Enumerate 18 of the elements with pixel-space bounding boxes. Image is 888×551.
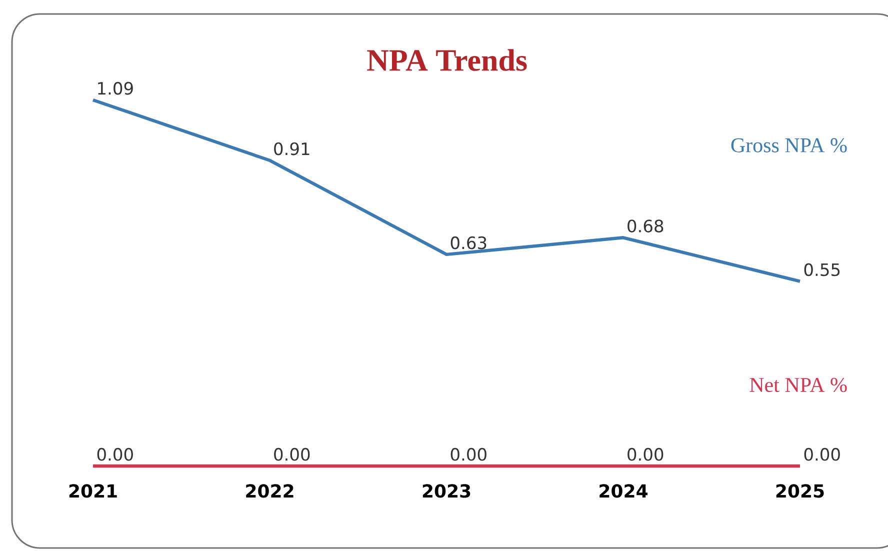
data-label: 0.00 <box>450 448 486 461</box>
data-label: 0.00 <box>804 448 840 461</box>
data-label: 0.68 <box>628 220 664 232</box>
data-label: 0.91 <box>274 142 310 156</box>
text: Net NPA % <box>750 378 847 392</box>
x-tick-label: 2023 <box>422 484 470 498</box>
x-tick-label: 2022 <box>246 484 294 498</box>
text: Gross NPA % <box>731 138 847 152</box>
data-label: 1.09 <box>98 82 133 95</box>
chart-title: NPA Trends <box>367 49 527 71</box>
data-label: 0.55 <box>804 263 840 276</box>
x-tick-label: 2025 <box>776 484 824 498</box>
data-label: 0.63 <box>450 236 486 250</box>
x-tick-label: 2024 <box>600 484 648 498</box>
data-label: 0.00 <box>97 448 133 461</box>
data-label: 0.00 <box>274 448 310 461</box>
data-label: 0.00 <box>628 448 664 461</box>
x-tick-label: 2021 <box>69 484 117 498</box>
